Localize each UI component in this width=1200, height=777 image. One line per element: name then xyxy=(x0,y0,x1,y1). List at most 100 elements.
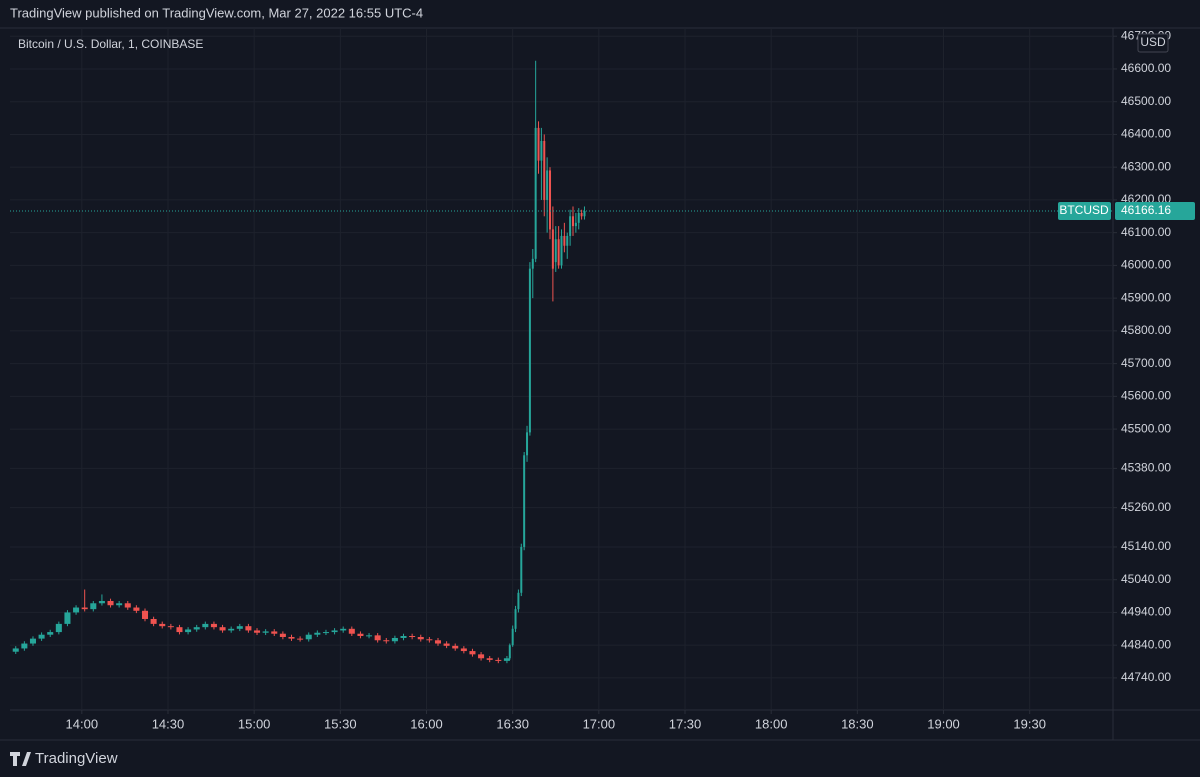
candle-body xyxy=(571,216,574,227)
y-tick-label: 46400.00 xyxy=(1121,127,1171,141)
x-tick-label: 17:00 xyxy=(583,716,616,731)
price-label: 46166.16 xyxy=(1121,203,1171,217)
y-tick-label: 45600.00 xyxy=(1121,389,1171,403)
x-tick-label: 16:00 xyxy=(410,716,443,731)
candle-body xyxy=(116,603,123,606)
footer-text: TradingView xyxy=(35,750,118,767)
candle-body xyxy=(400,636,407,638)
y-tick-label: 45260.00 xyxy=(1121,500,1171,514)
y-tick-label: 45700.00 xyxy=(1121,356,1171,370)
candle-body xyxy=(357,633,364,637)
axes: 44740.00 44840.00 44940.00 45040.00 45140.00… xyxy=(66,28,1195,731)
x-tick-label: 17:30 xyxy=(669,716,702,731)
candle-body xyxy=(107,600,114,606)
candle-body xyxy=(98,600,105,604)
candle-body xyxy=(549,170,552,230)
candle-body xyxy=(528,268,531,433)
candle-body xyxy=(150,618,157,624)
candle-body xyxy=(583,210,586,217)
candle-body xyxy=(90,603,97,610)
candle-body xyxy=(64,612,71,624)
candle-body xyxy=(434,640,442,644)
candle-body xyxy=(228,628,235,631)
candle-body xyxy=(159,623,166,627)
symbol-badge xyxy=(1058,201,1111,220)
x-tick-label: 15:00 xyxy=(238,716,271,731)
candle-body xyxy=(526,432,529,456)
currency-badge xyxy=(1137,33,1169,53)
candle-body xyxy=(426,639,433,641)
x-tick-label: 18:00 xyxy=(755,716,788,731)
candle-body xyxy=(580,213,583,217)
candle-body xyxy=(29,638,36,644)
candle-body xyxy=(543,140,546,200)
y-tick-label: 44940.00 xyxy=(1121,605,1171,619)
y-tick-label: 45900.00 xyxy=(1121,290,1171,304)
candle-body xyxy=(314,632,321,635)
y-tick-label: 46000.00 xyxy=(1121,258,1171,272)
candle-body xyxy=(185,629,192,633)
y-tick-label: 45500.00 xyxy=(1121,421,1171,435)
x-tick-label: 19:30 xyxy=(1013,716,1046,731)
candle-body xyxy=(534,127,537,259)
candle-body xyxy=(574,222,577,227)
candle-body xyxy=(569,216,572,236)
y-tick-label: 46100.00 xyxy=(1121,225,1171,239)
candle-body xyxy=(73,607,80,613)
candle-body xyxy=(271,631,278,634)
candle-body xyxy=(47,632,54,635)
symbol-label: BTCUSD xyxy=(1059,203,1109,217)
x-tick-label: 19:00 xyxy=(927,716,960,731)
candle-body xyxy=(21,643,28,649)
candle-body xyxy=(193,627,200,630)
candle-body xyxy=(383,640,390,642)
candle-body xyxy=(537,127,540,161)
x-tick-label: 16:30 xyxy=(496,716,529,731)
candle-body xyxy=(133,607,140,611)
candle-body xyxy=(141,610,149,619)
chart-title: Bitcoin / U.S. Dollar, 1, COINBASE xyxy=(18,37,203,51)
candle-body xyxy=(391,637,398,642)
candle-body xyxy=(511,628,514,646)
y-tick-label: 44740.00 xyxy=(1121,670,1171,684)
candle-body xyxy=(374,635,381,641)
candle-body xyxy=(322,632,329,634)
candle-body xyxy=(517,592,520,610)
candle-body xyxy=(469,651,476,655)
candle-body xyxy=(460,648,467,652)
currency-label: USD xyxy=(1140,35,1166,49)
candle-body xyxy=(566,235,569,246)
footer-logo: TradingView xyxy=(10,750,118,767)
candle-body xyxy=(557,239,560,266)
candle-body xyxy=(348,628,355,634)
candle-body xyxy=(331,630,338,633)
header-text: TradingView published on TradingView.com… xyxy=(10,5,423,20)
candle-body xyxy=(340,628,347,631)
y-tick-label: 46500.00 xyxy=(1121,94,1171,108)
candle-body xyxy=(176,627,183,633)
candle-body xyxy=(124,603,131,608)
candle-body xyxy=(12,648,19,652)
candle-body xyxy=(478,654,485,659)
candle-body xyxy=(210,623,217,628)
x-tick-label: 14:30 xyxy=(152,716,185,731)
candle-body xyxy=(551,229,554,269)
candle-body xyxy=(254,630,261,633)
candle-body xyxy=(495,659,502,661)
candle-body xyxy=(262,631,269,633)
candle-body xyxy=(245,626,252,631)
candle-body xyxy=(81,607,88,610)
price-badge xyxy=(1115,201,1195,220)
y-tick-label: 45380.00 xyxy=(1121,461,1171,475)
candle-body xyxy=(38,634,45,639)
candle-body xyxy=(486,658,493,660)
candle-body xyxy=(531,258,534,269)
candle-body xyxy=(417,636,424,640)
candle-body xyxy=(503,658,510,661)
candle-body xyxy=(279,633,286,637)
candle-body xyxy=(236,626,243,629)
x-tick-label: 18:30 xyxy=(841,716,874,731)
